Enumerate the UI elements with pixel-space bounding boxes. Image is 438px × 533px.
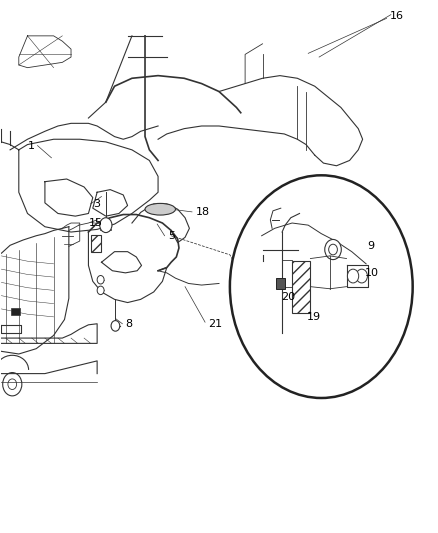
Circle shape <box>97 286 104 295</box>
Text: 16: 16 <box>389 11 403 21</box>
Text: 9: 9 <box>367 241 374 252</box>
Bar <box>11 308 20 316</box>
Ellipse shape <box>145 204 176 215</box>
Text: 15: 15 <box>89 218 103 228</box>
Circle shape <box>100 217 112 232</box>
Text: 19: 19 <box>307 312 321 322</box>
Text: 21: 21 <box>208 319 223 329</box>
Text: 10: 10 <box>365 268 379 278</box>
Bar <box>91 235 102 252</box>
Text: 18: 18 <box>195 207 209 217</box>
Text: 20: 20 <box>282 292 296 302</box>
Circle shape <box>97 276 104 284</box>
Circle shape <box>347 269 359 283</box>
Circle shape <box>8 379 17 390</box>
Circle shape <box>356 269 367 283</box>
Text: 3: 3 <box>93 199 100 209</box>
Circle shape <box>111 320 120 331</box>
Text: 8: 8 <box>125 319 132 329</box>
Bar <box>292 261 311 313</box>
Circle shape <box>325 239 341 260</box>
Text: 5: 5 <box>169 231 176 241</box>
Circle shape <box>3 373 22 396</box>
Text: 1: 1 <box>28 141 35 151</box>
Bar <box>276 278 285 289</box>
Circle shape <box>230 175 413 398</box>
Circle shape <box>328 244 337 255</box>
